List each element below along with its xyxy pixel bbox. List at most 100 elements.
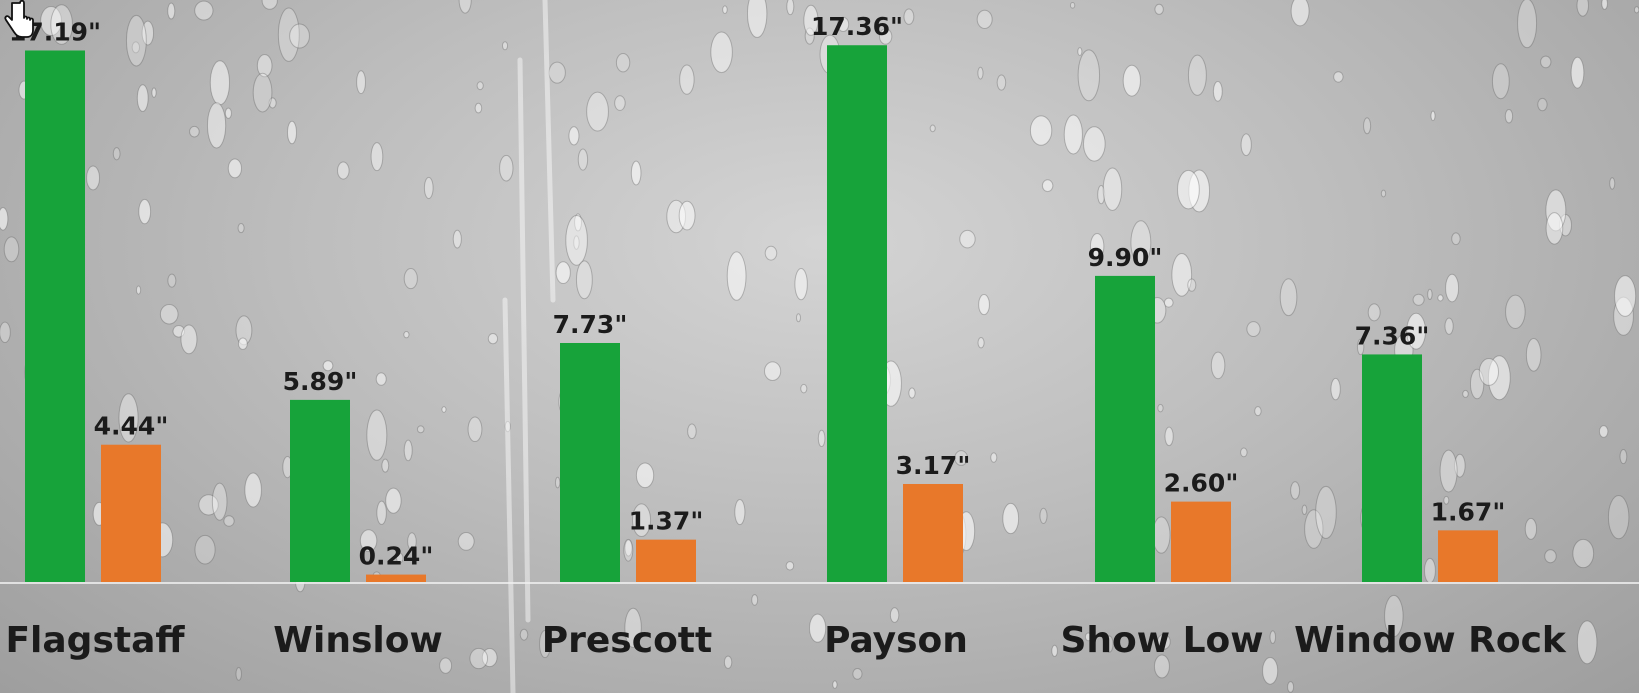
rain-drop xyxy=(141,20,155,46)
rain-drop xyxy=(746,0,768,38)
bar-orange-window-rock xyxy=(1438,530,1498,582)
data-label: 4.44" xyxy=(94,412,169,441)
rain-drop xyxy=(1540,55,1552,69)
rain-drop xyxy=(1164,426,1174,447)
rain-drop xyxy=(1576,620,1598,665)
rain-drop xyxy=(1607,495,1630,540)
rain-drop xyxy=(1153,654,1170,679)
rain-drop xyxy=(1089,233,1105,260)
rain-drop xyxy=(586,91,609,132)
rain-drop xyxy=(519,628,529,641)
rain-drop xyxy=(710,31,733,74)
bar-orange-winslow xyxy=(366,574,426,582)
rain-drop xyxy=(1491,63,1510,100)
rain-drop xyxy=(194,0,214,21)
rain-drop xyxy=(1187,54,1207,96)
bar-green-window-rock xyxy=(1362,354,1422,582)
rain-drop xyxy=(929,124,936,133)
rain-streak xyxy=(502,297,516,693)
rain-drop xyxy=(751,594,759,606)
rain-drop xyxy=(976,9,993,29)
rain-drop xyxy=(795,313,802,323)
rain-drop xyxy=(1478,357,1500,386)
rain-drop xyxy=(476,81,484,91)
rain-drop xyxy=(678,200,696,231)
rain-drop xyxy=(903,8,915,25)
rain-drop xyxy=(256,54,273,78)
rain-drop xyxy=(40,5,63,37)
rain-drop xyxy=(112,147,121,161)
rain-drop xyxy=(764,245,778,261)
rain-drop xyxy=(1029,115,1053,146)
rain-drop xyxy=(1212,80,1223,102)
data-label: 0.24" xyxy=(359,542,434,571)
rain-drop xyxy=(131,41,141,54)
rain-drop xyxy=(575,260,593,300)
rain-drop xyxy=(615,52,631,73)
rain-drop xyxy=(679,64,695,95)
rain-drop xyxy=(1130,220,1152,265)
rain-drop xyxy=(1454,453,1466,478)
rain-drop xyxy=(439,657,453,674)
rain-drop xyxy=(631,503,652,537)
rain-drop xyxy=(1002,502,1020,535)
rain-drop xyxy=(198,494,219,516)
rain-drop xyxy=(1380,189,1387,198)
category-label: Winslow xyxy=(273,620,442,661)
rain-drop xyxy=(135,285,142,295)
rain-drop xyxy=(623,538,634,562)
data-label: 1.37" xyxy=(629,507,704,536)
rain-drop xyxy=(1240,133,1252,157)
rain-drop xyxy=(764,361,782,381)
rain-drop xyxy=(50,4,73,45)
rain-drop xyxy=(1572,538,1595,569)
rain-drop xyxy=(322,360,334,372)
rain-drop xyxy=(487,333,499,345)
data-label: 5.89" xyxy=(283,367,358,396)
rain-drop xyxy=(1157,403,1164,413)
rain-drop xyxy=(1544,549,1557,564)
rain-drop xyxy=(722,5,728,15)
rain-drop xyxy=(194,534,216,565)
bar-green-winslow xyxy=(290,399,350,582)
rain-drop xyxy=(1444,317,1454,335)
rain-drop xyxy=(252,72,273,113)
rain-drop xyxy=(3,236,20,263)
rain-drop xyxy=(125,14,147,67)
bar-green-flagstaff xyxy=(25,50,85,582)
rain-drop xyxy=(1279,278,1298,317)
bar-green-show-low xyxy=(1095,275,1155,582)
rain-drop xyxy=(1524,517,1538,540)
rain-drop xyxy=(837,16,850,32)
rain-drop xyxy=(539,629,551,659)
rain-drop xyxy=(180,324,198,355)
rain-drop xyxy=(1427,288,1433,301)
bar-green-prescott xyxy=(560,342,620,582)
rain-drop xyxy=(734,498,746,526)
rain-drop xyxy=(573,235,580,250)
rain-drop xyxy=(1315,485,1337,539)
rain-drop xyxy=(1287,681,1295,693)
rain-drop xyxy=(1487,355,1511,401)
rain-drop xyxy=(1443,495,1450,505)
rain-drop xyxy=(172,324,185,338)
rain-drop xyxy=(457,532,475,551)
rain-drop xyxy=(1077,49,1101,102)
rain-drop xyxy=(370,142,384,172)
rain-drop xyxy=(1290,0,1310,27)
bar-orange-show-low xyxy=(1171,501,1231,582)
rain-drop xyxy=(1598,425,1609,438)
rain-drop xyxy=(565,214,588,266)
rain-drop xyxy=(223,515,235,527)
rain-drop xyxy=(356,70,366,95)
rain-drop xyxy=(1083,126,1106,162)
rain-drop xyxy=(452,229,462,249)
rain-drop xyxy=(138,198,152,225)
rain-drop xyxy=(908,387,916,399)
rain-drop xyxy=(1051,644,1058,657)
rain-drop xyxy=(167,273,177,288)
rain-drop xyxy=(794,267,808,301)
rain-drop xyxy=(407,532,417,551)
rain-drop xyxy=(501,41,509,51)
